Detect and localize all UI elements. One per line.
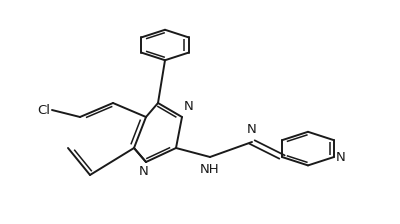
- Text: N: N: [247, 123, 257, 136]
- Text: N: N: [184, 100, 194, 113]
- Text: NH: NH: [200, 163, 220, 176]
- Text: N: N: [336, 151, 346, 164]
- Text: N: N: [139, 165, 149, 178]
- Text: Cl: Cl: [37, 103, 50, 116]
